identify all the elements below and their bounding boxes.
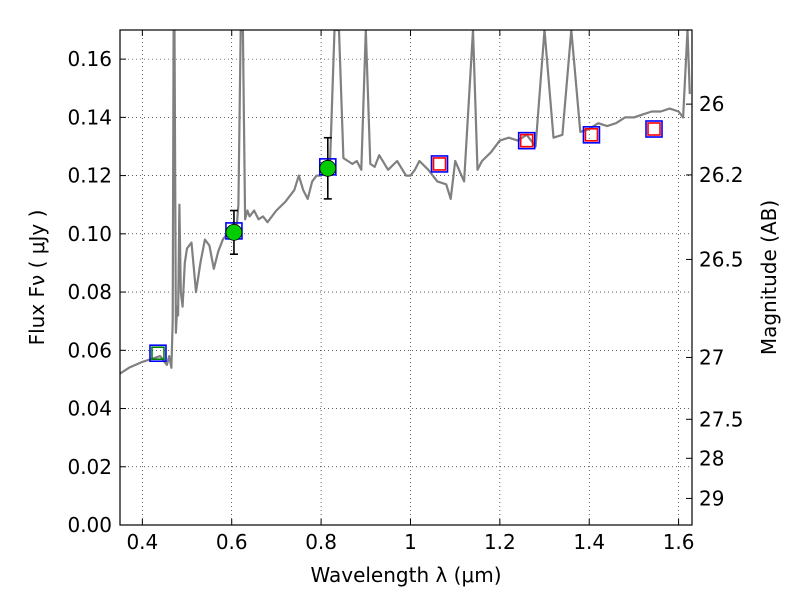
x-tick-label: 0.8 [305,530,337,554]
y-tick-label: 0.12 [67,164,112,188]
grid-lines [120,30,692,526]
spectrum-line [120,30,691,375]
model-box-red-marker [584,128,599,142]
x-tick-label: 1.4 [573,530,605,554]
y-axis-label: Flux Fν ( μJy ) [25,210,49,346]
x-tick-label: 1.6 [663,530,695,554]
y2-tick-label: 26.2 [699,163,744,187]
x-tick-label: 0.4 [126,530,158,554]
model-box-red-marker [519,133,534,148]
y-tick-label: 0.04 [67,397,112,421]
observed-point [225,223,243,241]
model-box-blue-marker [430,155,449,173]
y-tick-label: 0.14 [67,105,112,129]
y-tick-label: 0.16 [67,47,112,71]
y-tick-label: 0.10 [67,222,112,246]
x-tick-label: 0.6 [216,530,248,554]
model-box-blue-marker [582,126,601,144]
model-box-blue-marker [517,131,536,150]
y2-tick-label: 27 [699,345,724,369]
observed-point [319,159,337,177]
x-tick-label: 1.2 [484,530,516,554]
plot-data [120,30,691,375]
x-axis-label: Wavelength λ (μm) [310,563,501,587]
y2-tick-label: 28 [699,446,724,470]
y-tick-label: 0.00 [67,513,112,537]
x-tick-label: 1 [404,530,417,554]
y-tick-label: 0.08 [67,280,112,304]
y2-axis-label: Magnitude (AB) [757,200,781,355]
plot-frame [119,29,693,526]
y2-tick-label: 29 [699,486,724,510]
y2-tick-label: 26.5 [699,247,744,271]
y2-tick-label: 27.5 [699,407,744,431]
model-box-blue-marker [645,120,663,138]
y-tick-label: 0.02 [67,455,112,479]
model-box-green-marker [151,346,165,361]
model-box-red-marker [432,157,447,171]
axis-ticks: 0.4 0.6 0.8 1 1.2 1.4 1.6 0.00 0.02 0.04 0.06 0.08 0… [67,30,744,554]
model-box-red-marker [647,122,661,136]
model-box-blue-marker [149,344,167,363]
y-tick-label: 0.06 [67,338,112,362]
y2-tick-label: 26 [699,92,724,116]
